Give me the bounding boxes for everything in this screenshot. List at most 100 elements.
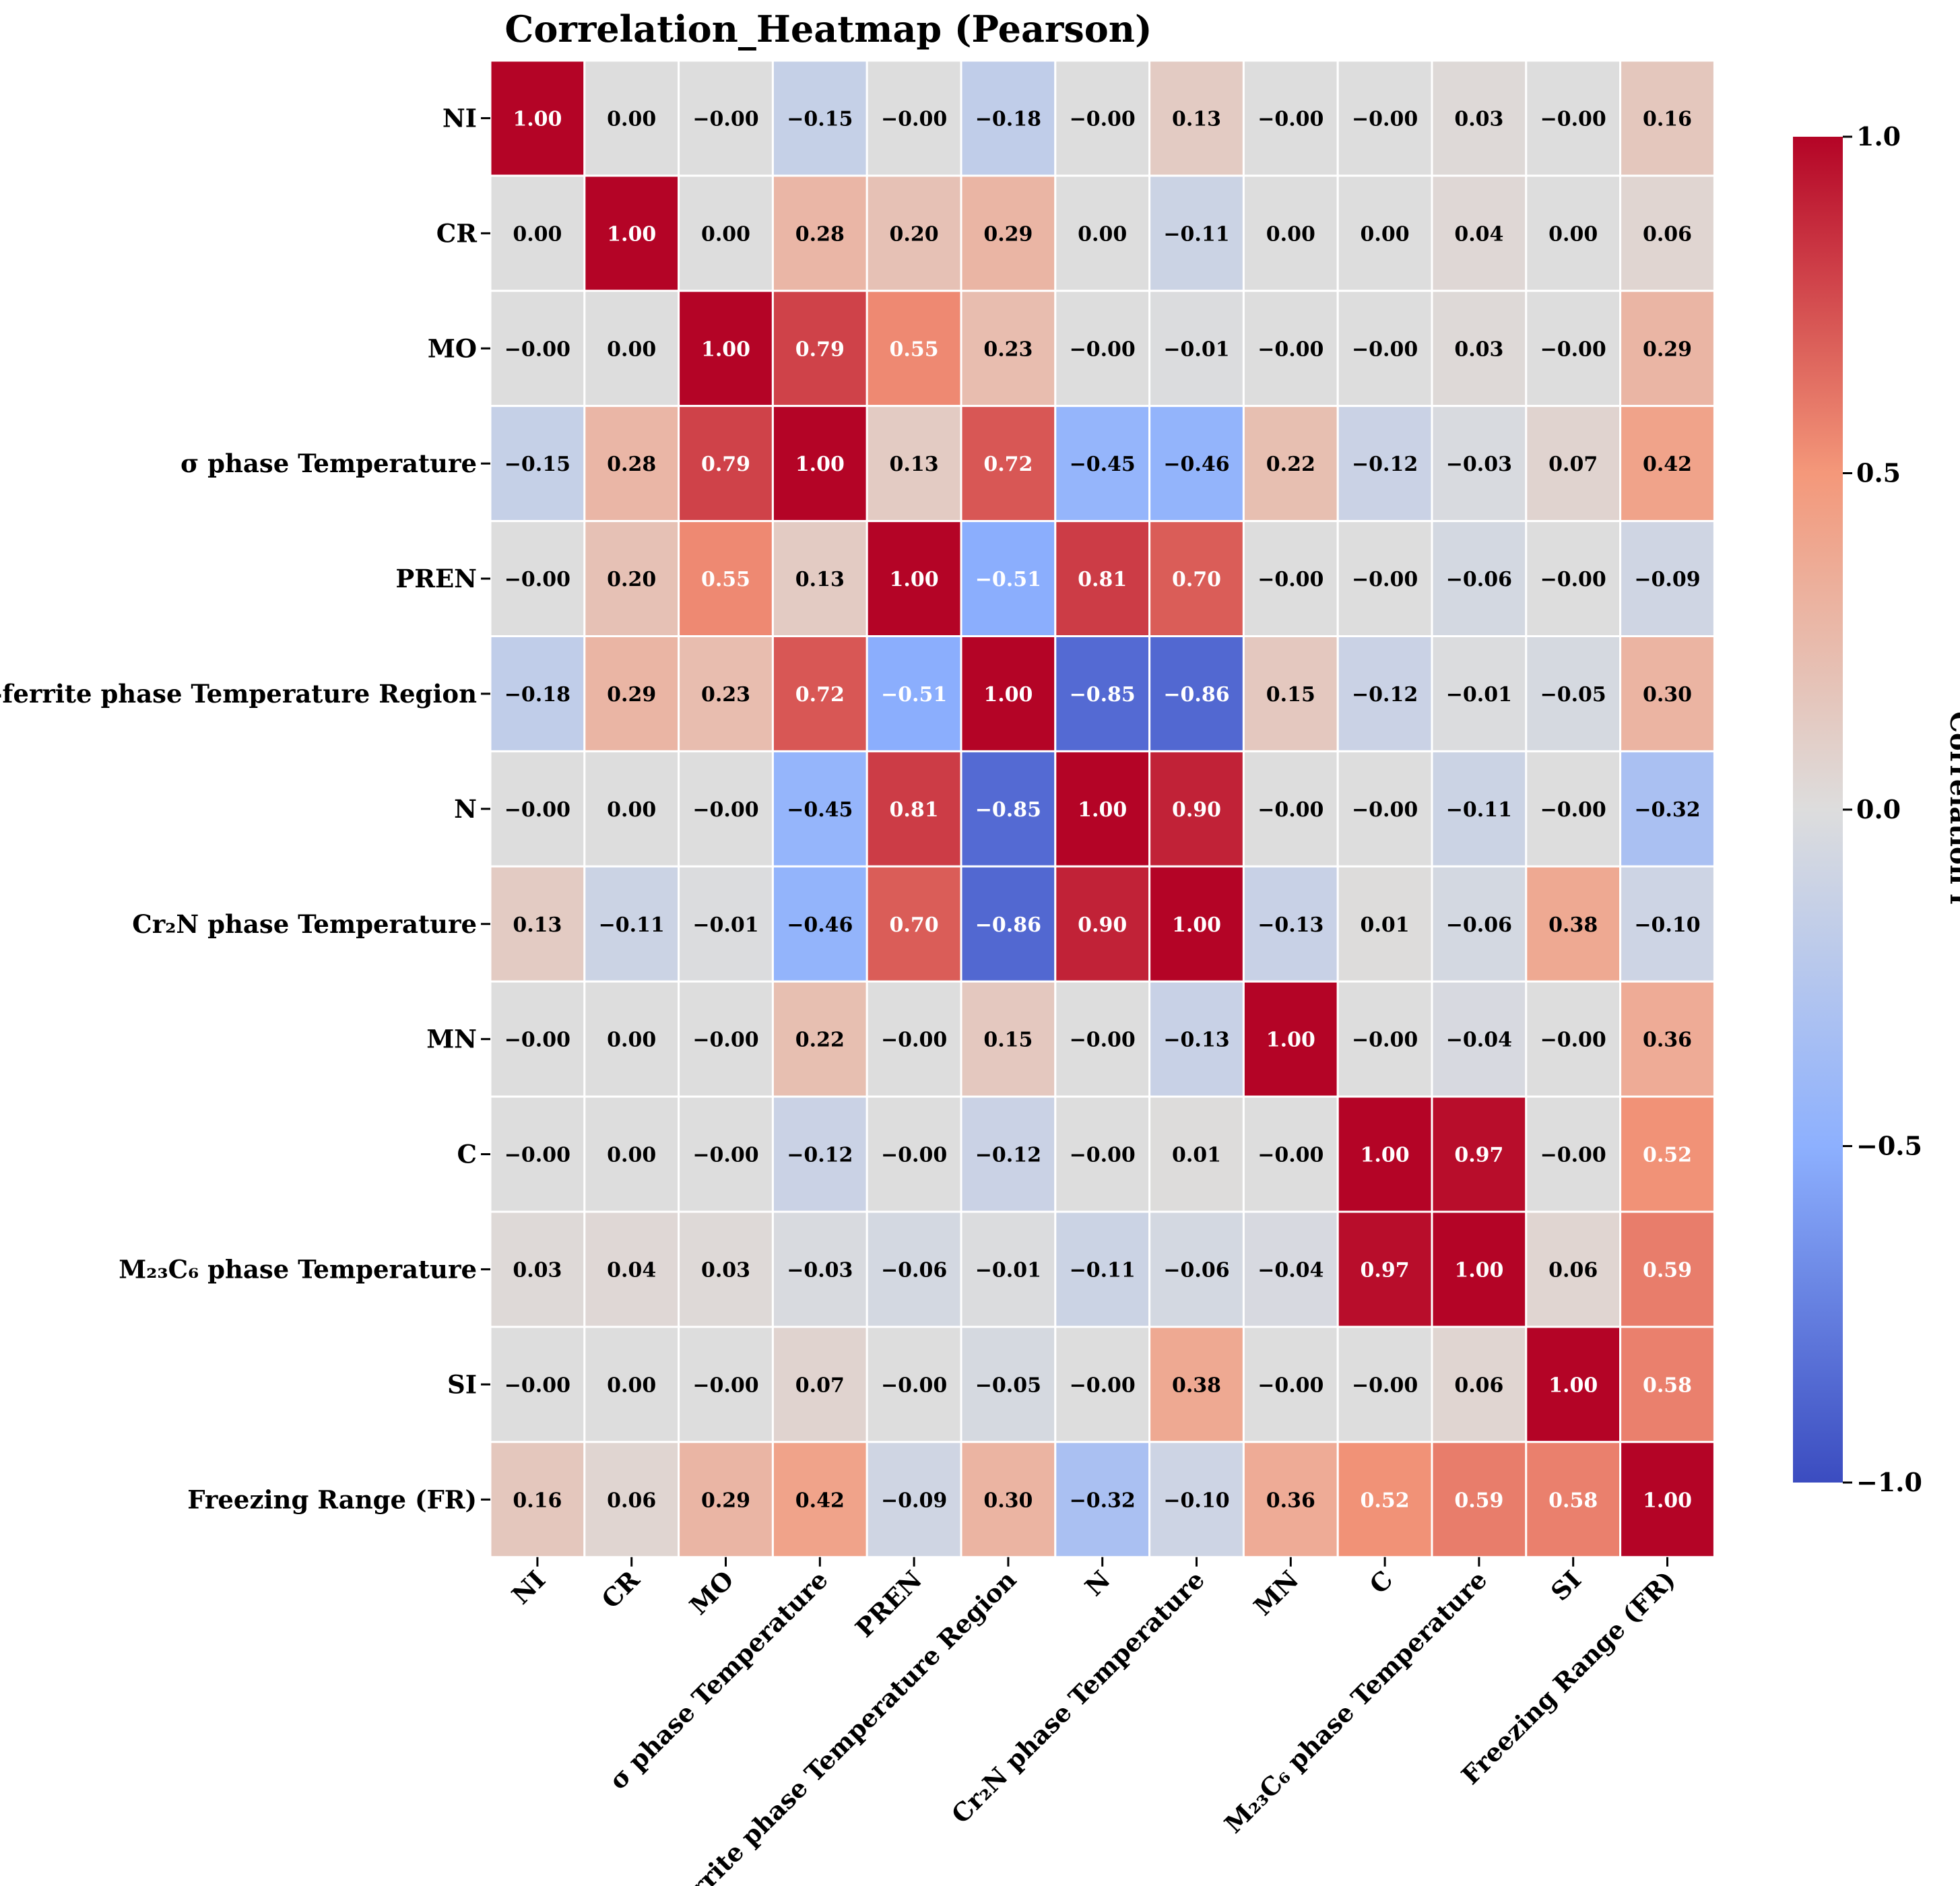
cell-value-label: 1.00 <box>890 568 939 591</box>
column-label: MO <box>684 1565 740 1621</box>
cell-value-label: −0.00 <box>1070 107 1136 131</box>
heatmap-cell <box>1148 1210 1245 1328</box>
cell-value-label: 0.42 <box>795 1489 845 1512</box>
cell-value-label: 0.00 <box>607 1373 656 1397</box>
cell-value-label: 0.00 <box>1548 222 1598 246</box>
cell-value-label: 0.36 <box>1266 1489 1315 1512</box>
row-label: σ phase Temperature <box>181 449 477 478</box>
column-label: C <box>1364 1565 1399 1600</box>
cell-value-label: −0.09 <box>1634 568 1700 591</box>
column-label: NI <box>506 1565 551 1610</box>
cell-value-label: −0.01 <box>1163 337 1229 361</box>
cell-value-label: −0.09 <box>881 1489 947 1512</box>
heatmap-cell <box>1148 1326 1245 1443</box>
cell-value-label: 0.07 <box>1548 453 1598 476</box>
heatmap-cell <box>1148 59 1245 177</box>
cell-value-label: −0.05 <box>1540 683 1606 707</box>
heatmap-cell <box>1148 865 1245 983</box>
cell-value-label: 1.00 <box>1266 1029 1315 1052</box>
cell-value-label: −0.00 <box>1352 568 1418 591</box>
cell-value-label: −0.00 <box>1257 1144 1324 1167</box>
row-label: MN <box>426 1025 477 1054</box>
cell-value-label: −0.11 <box>1070 1258 1136 1282</box>
cell-value-label: 0.79 <box>795 337 845 361</box>
heatmap-cell <box>1336 290 1433 408</box>
cell-value-label: 0.70 <box>890 913 939 937</box>
heatmap-cell <box>1336 1095 1433 1213</box>
cell-value-label: −0.12 <box>1352 453 1418 476</box>
heatmap-cell <box>1619 635 1716 752</box>
cell-value-label: 0.01 <box>1361 913 1410 937</box>
cell-value-label: −0.00 <box>1540 107 1606 131</box>
cell-value-label: −0.00 <box>692 798 758 822</box>
heatmap-cell <box>489 290 586 408</box>
heatmap-cell <box>1431 750 1528 868</box>
row-label: PREN <box>395 564 477 593</box>
cell-value-label: 0.29 <box>983 222 1033 246</box>
heatmap-cell <box>865 635 962 752</box>
cell-value-label: 1.00 <box>607 222 656 246</box>
cell-value-label: 0.38 <box>1548 913 1598 937</box>
heatmap-cell <box>1431 405 1528 523</box>
row-label: CR <box>436 218 477 248</box>
cell-value-label: 0.30 <box>1643 683 1692 707</box>
cell-value-label: 0.00 <box>1266 222 1315 246</box>
heatmap-cell <box>771 1210 868 1328</box>
heatmap-cell <box>771 174 868 292</box>
cell-value-label: 1.00 <box>795 453 845 476</box>
heatmap-cell <box>1242 635 1339 752</box>
heatmap-cell <box>489 59 586 177</box>
cell-value-label: 1.00 <box>1454 1258 1503 1282</box>
row-label: N <box>454 794 477 824</box>
cell-value-label: −0.85 <box>975 798 1041 822</box>
cell-value-label: −0.00 <box>504 798 570 822</box>
heatmap-cell <box>678 59 774 177</box>
heatmap-cell <box>960 1095 1057 1213</box>
cell-value-label: −0.00 <box>692 107 758 131</box>
cell-value-label: −0.00 <box>1352 107 1418 131</box>
cell-value-label: 0.04 <box>607 1258 656 1282</box>
cell-value-label: −0.12 <box>1352 683 1418 707</box>
column-label: PREN <box>849 1565 927 1643</box>
cell-value-label: 0.59 <box>1454 1489 1503 1512</box>
heatmap-cell <box>1336 635 1433 752</box>
cell-value-label: 0.52 <box>1643 1144 1692 1167</box>
heatmap-cell <box>489 750 586 868</box>
cell-value-label: 0.00 <box>1361 222 1410 246</box>
cell-value-label: 1.00 <box>983 683 1033 707</box>
cell-value-label: −0.00 <box>1257 337 1324 361</box>
heatmap-cell <box>771 750 868 868</box>
cell-value-label: 0.29 <box>607 683 656 707</box>
cell-value-label: −0.00 <box>1352 798 1418 822</box>
heatmap-cell <box>489 635 586 752</box>
colorbar-tick-label: 0.5 <box>1856 458 1901 488</box>
column-label: SI <box>1545 1565 1587 1606</box>
heatmap-cell <box>1054 520 1151 637</box>
heatmap-cell <box>1054 750 1151 868</box>
cell-value-label: −0.00 <box>881 1144 947 1167</box>
cell-value-label: −0.00 <box>881 1029 947 1052</box>
heatmap-cell <box>1336 59 1433 177</box>
cell-value-label: 0.70 <box>1172 568 1221 591</box>
cell-value-label: −0.00 <box>1540 568 1606 591</box>
heatmap-cell <box>865 174 962 292</box>
heatmap-cell <box>1431 635 1528 752</box>
cell-value-label: −0.06 <box>881 1258 947 1282</box>
column-label: CR <box>595 1565 645 1615</box>
heatmap-cell <box>1242 1095 1339 1213</box>
heatmap-cell <box>1431 1095 1528 1213</box>
cell-value-label: 0.01 <box>1172 1144 1221 1167</box>
heatmap-cell <box>583 59 680 177</box>
cell-value-label: −0.85 <box>1070 683 1136 707</box>
cell-value-label: 0.22 <box>1266 453 1315 476</box>
heatmap-cell <box>1525 174 1622 292</box>
row-label: NI <box>443 103 477 133</box>
heatmap-cell <box>678 750 774 868</box>
heatmap-cell <box>865 1441 962 1559</box>
cell-value-label: −0.32 <box>1634 798 1700 822</box>
heatmap-cell <box>960 405 1057 523</box>
cell-value-label: −0.11 <box>599 913 665 937</box>
heatmap-cell <box>865 865 962 983</box>
